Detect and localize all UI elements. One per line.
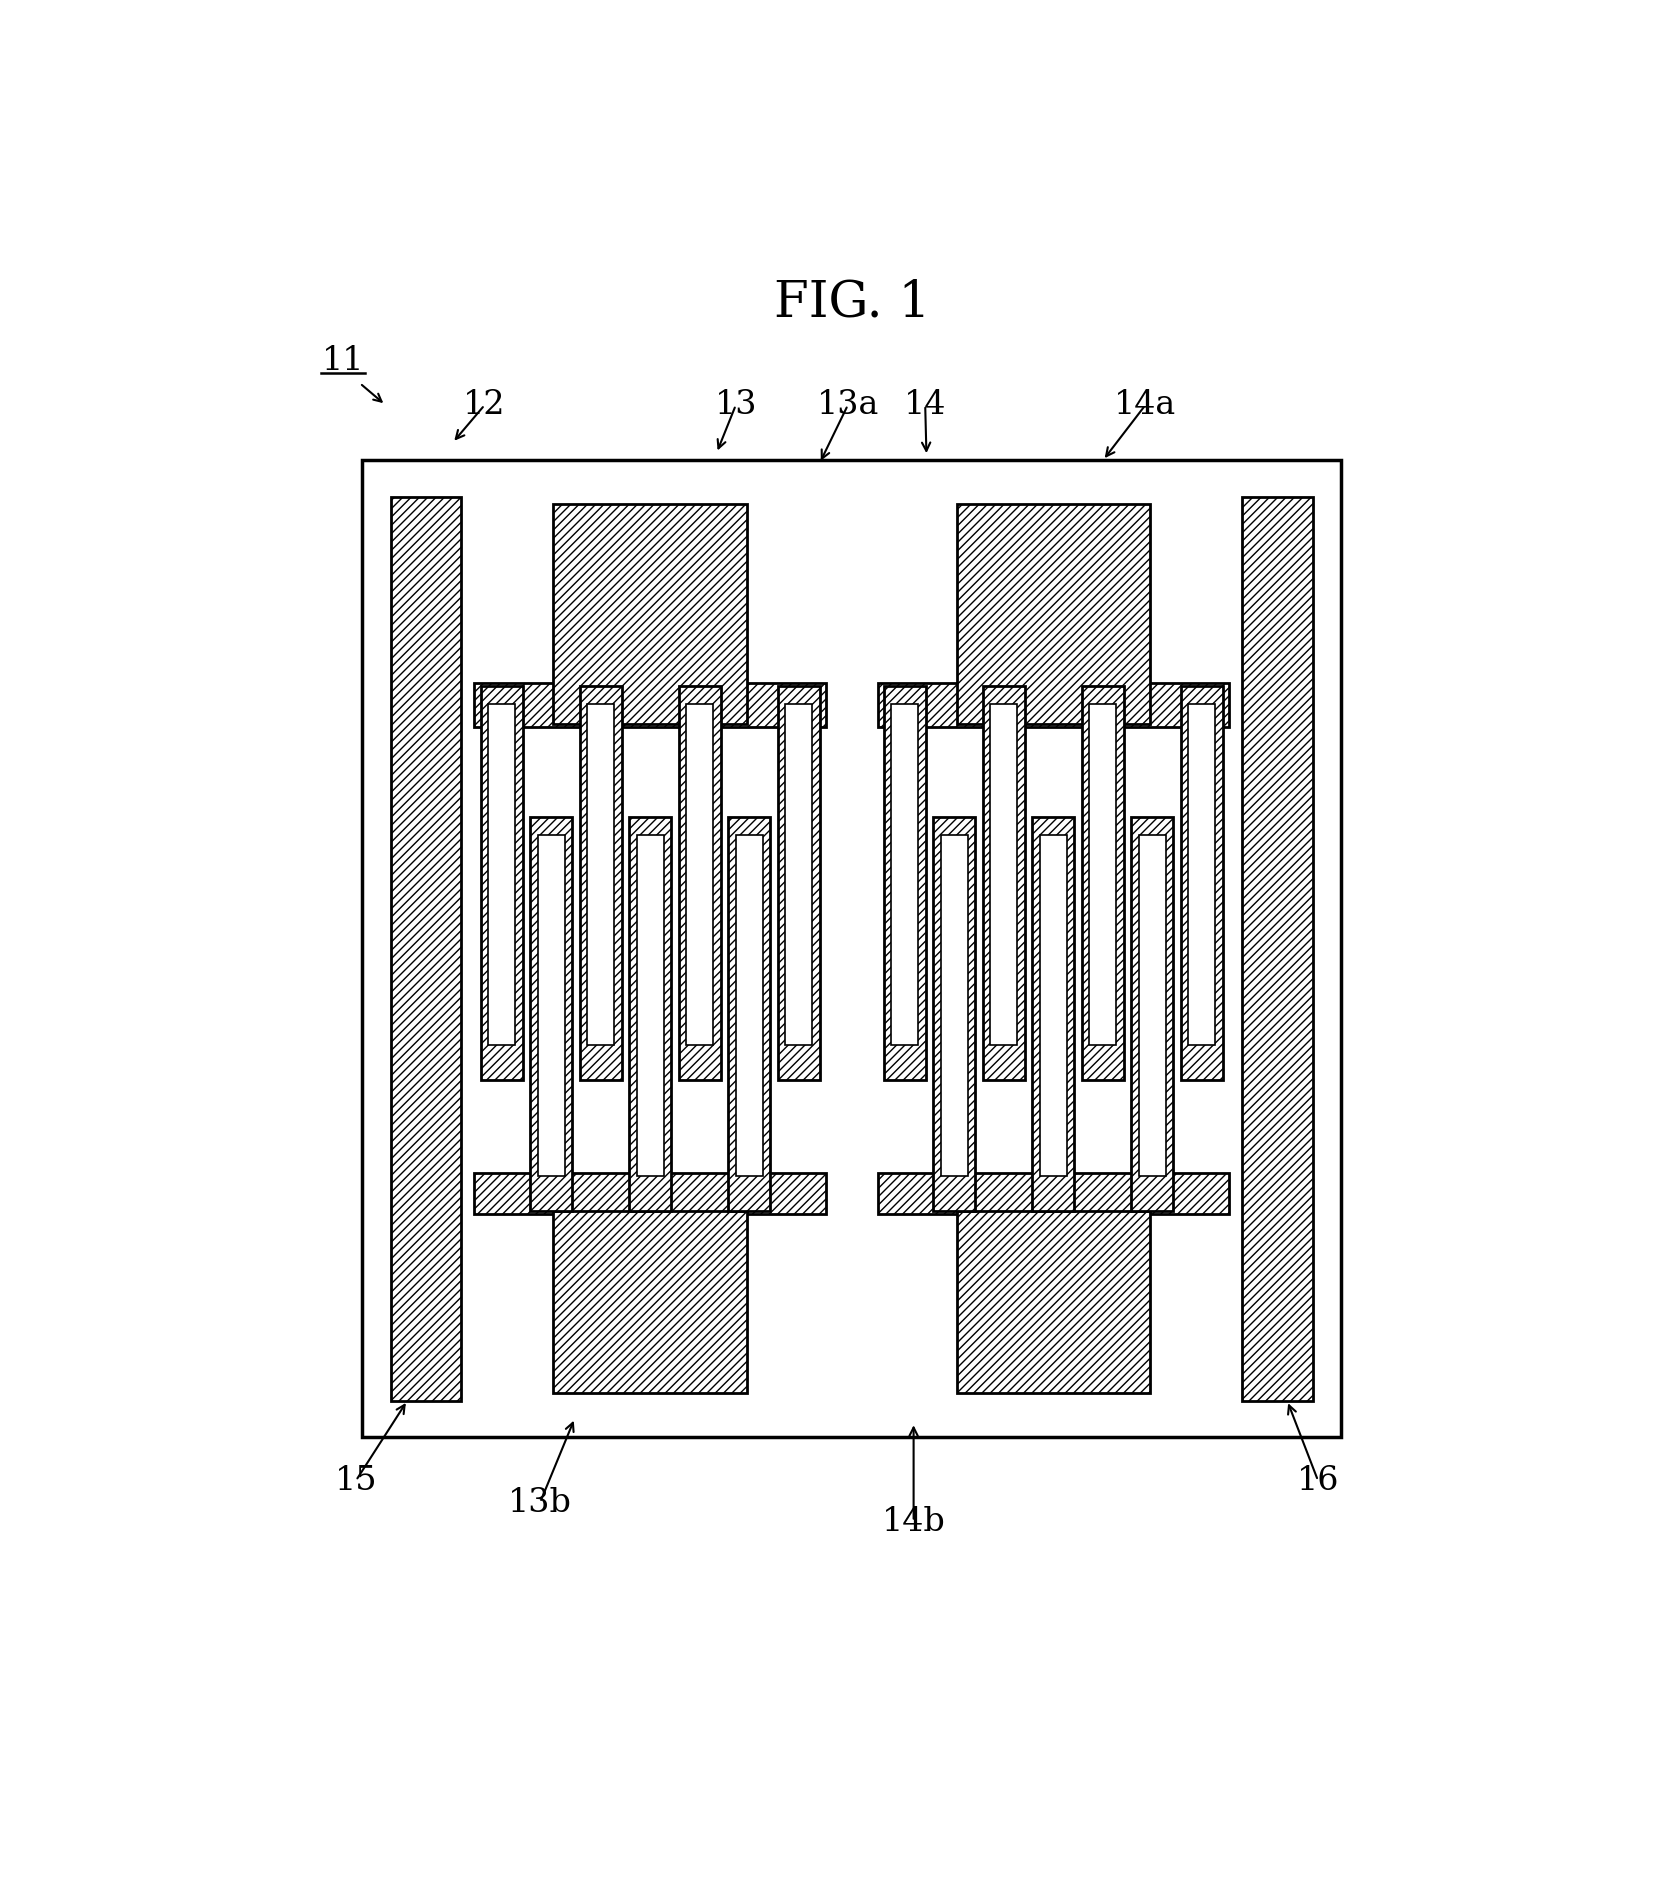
Bar bbox=[1090, 704, 1117, 1045]
Text: 14a: 14a bbox=[1114, 388, 1177, 420]
Bar bbox=[474, 1174, 826, 1213]
Bar bbox=[778, 687, 819, 1079]
Bar bbox=[474, 683, 826, 727]
Text: 15: 15 bbox=[334, 1465, 377, 1497]
Bar bbox=[941, 835, 967, 1176]
Bar bbox=[1138, 835, 1165, 1176]
Bar bbox=[1242, 496, 1313, 1401]
Text: 13: 13 bbox=[715, 388, 758, 420]
Bar bbox=[982, 687, 1025, 1079]
Text: 12: 12 bbox=[464, 388, 505, 420]
Bar bbox=[362, 460, 1341, 1437]
Bar bbox=[878, 1174, 1230, 1213]
Bar bbox=[489, 704, 515, 1045]
Bar bbox=[1132, 818, 1173, 1212]
Bar bbox=[891, 704, 917, 1045]
Text: 14: 14 bbox=[904, 388, 946, 420]
Text: FIG. 1: FIG. 1 bbox=[773, 278, 931, 327]
Text: 16: 16 bbox=[1296, 1465, 1340, 1497]
Bar bbox=[1040, 835, 1067, 1176]
Bar bbox=[957, 504, 1150, 725]
Bar bbox=[786, 704, 813, 1045]
Bar bbox=[391, 496, 462, 1401]
Bar bbox=[1188, 704, 1215, 1045]
Bar bbox=[934, 818, 976, 1212]
Bar bbox=[957, 1212, 1150, 1393]
Bar bbox=[1182, 687, 1223, 1079]
Bar bbox=[686, 704, 713, 1045]
Bar bbox=[678, 687, 721, 1079]
Bar bbox=[630, 818, 671, 1212]
Bar bbox=[728, 818, 770, 1212]
Bar bbox=[538, 835, 565, 1176]
Bar bbox=[736, 835, 763, 1176]
Text: 11: 11 bbox=[322, 345, 364, 377]
Bar bbox=[587, 704, 613, 1045]
Bar bbox=[580, 687, 622, 1079]
Bar bbox=[480, 687, 522, 1079]
Bar bbox=[878, 683, 1230, 727]
Bar bbox=[553, 504, 746, 725]
Bar bbox=[1032, 818, 1074, 1212]
Bar bbox=[884, 687, 926, 1079]
Text: 14b: 14b bbox=[883, 1505, 946, 1537]
Text: 13b: 13b bbox=[509, 1486, 572, 1518]
Text: 13a: 13a bbox=[816, 388, 879, 420]
Bar bbox=[991, 704, 1017, 1045]
Bar bbox=[1082, 687, 1124, 1079]
Bar bbox=[637, 835, 663, 1176]
Bar bbox=[530, 818, 572, 1212]
Bar bbox=[553, 1212, 746, 1393]
